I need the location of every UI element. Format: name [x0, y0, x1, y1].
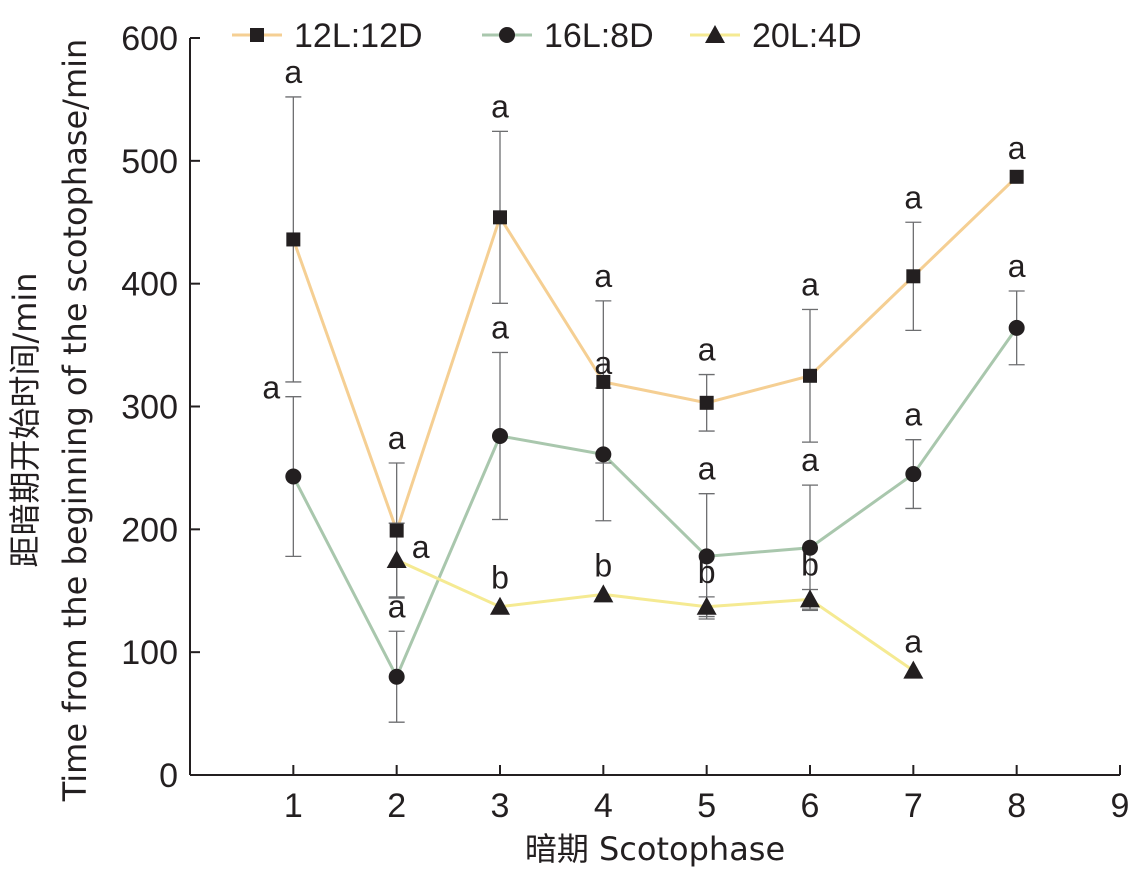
- significance-letter: b: [491, 560, 509, 596]
- data-point-0: [596, 374, 611, 389]
- series-layer: [285, 96, 1025, 723]
- x-tick-label: 7: [904, 787, 923, 825]
- x-axis-title: 暗期 Scotophase: [525, 830, 785, 868]
- y-axis-title-en: Time from the beginning of the scotophas…: [56, 39, 94, 803]
- y-tick-label: 600: [121, 20, 178, 58]
- significance-letter: a: [1008, 248, 1026, 284]
- x-tick-label: 9: [1111, 787, 1130, 825]
- significance-letter: b: [801, 547, 819, 583]
- significance-letter: a: [904, 397, 922, 433]
- legend-marker-0: [250, 28, 264, 42]
- significance-letter: a: [412, 529, 430, 565]
- data-point-1: [802, 539, 818, 556]
- series-line-0: [291, 175, 1018, 536]
- legend-marker-2: [705, 25, 725, 43]
- data-point-0: [389, 523, 404, 538]
- y-tick-label: 300: [121, 389, 178, 427]
- data-point-1: [905, 466, 922, 483]
- x-tick-label: 3: [491, 787, 510, 825]
- data-point-2: [593, 584, 614, 603]
- significance-letter: b: [594, 547, 612, 583]
- data-point-0: [906, 269, 921, 284]
- data-point-2: [903, 660, 924, 679]
- data-point-0: [699, 395, 714, 410]
- data-point-1: [595, 446, 612, 463]
- x-tick-label: 5: [697, 787, 716, 825]
- y-axis-title-cn: 距暗期开始时间/min: [6, 272, 44, 567]
- significance-letter: a: [594, 258, 612, 294]
- y-tick-label: 500: [121, 143, 178, 181]
- significance-letter: b: [698, 554, 716, 590]
- data-point-2: [386, 550, 407, 569]
- significance-letter: a: [904, 179, 922, 215]
- y-tick-label: 200: [121, 511, 178, 549]
- x-tick-label: 4: [594, 787, 613, 825]
- significance-letter: a: [388, 588, 406, 624]
- significance-letter: a: [801, 442, 819, 478]
- data-point-0: [1009, 169, 1024, 184]
- data-point-2: [696, 596, 717, 615]
- significance-letter: a: [491, 88, 509, 124]
- significance-letter: a: [491, 309, 509, 345]
- data-point-2: [490, 596, 510, 615]
- legend-label-0: 12L:12D: [294, 17, 423, 55]
- significance-letter: a: [1008, 130, 1026, 166]
- y-tick-label: 100: [121, 634, 178, 672]
- significance-letter: a: [388, 420, 406, 456]
- data-point-1: [492, 427, 508, 444]
- significance-letter: a: [698, 451, 716, 487]
- data-point-1: [698, 548, 715, 565]
- data-point-0: [286, 232, 301, 247]
- data-point-1: [1008, 319, 1025, 336]
- x-tick-label: 8: [1007, 787, 1026, 825]
- legend: 12L:12D 16L:8D 20L:4D: [232, 17, 862, 55]
- significance-letter: a: [904, 624, 922, 660]
- series-line-2: [396, 558, 915, 672]
- significance-letter: a: [594, 345, 612, 381]
- data-point-1: [388, 668, 405, 685]
- data-point-2: [800, 589, 820, 608]
- significance-letter: a: [698, 332, 716, 368]
- data-point-1: [285, 468, 302, 485]
- legend-label-1: 16L:8D: [544, 17, 654, 55]
- x-tick-label: 1: [284, 787, 303, 825]
- x-tick-label: 2: [387, 787, 406, 825]
- significance-letter: a: [801, 266, 819, 302]
- y-tick-label: 400: [121, 266, 178, 304]
- axes-layer: 0 100 200 300 400 500 600 1 2 3 4 5 6 7 8 9: [121, 20, 1129, 825]
- y-tick-label: 0: [159, 757, 178, 795]
- legend-marker-1: [499, 27, 515, 43]
- legend-label-2: 20L:4D: [752, 17, 862, 55]
- y-axis-title: 距暗期开始时间/min Time from the beginning of t…: [6, 39, 94, 803]
- x-tick-label: 6: [801, 787, 820, 825]
- data-point-0: [493, 210, 507, 225]
- significance-letter: a: [262, 370, 280, 406]
- data-point-0: [803, 368, 817, 383]
- series-line-1: [292, 327, 1018, 681]
- significance-letter: a: [284, 54, 302, 90]
